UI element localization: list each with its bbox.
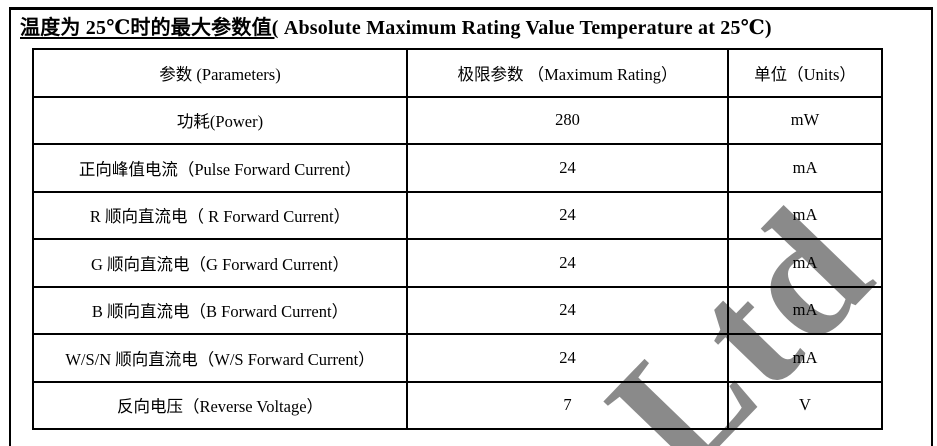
table-row: G 顺向直流电（G Forward Current） 24 mA (32, 238, 883, 288)
section-title-chinese: 温度为 25℃时的最大参数值( (20, 17, 279, 39)
table-row: 功耗(Power) 280 mW (32, 95, 883, 145)
cell-parameter: 功耗(Power) (32, 95, 408, 145)
cell-unit: mA (727, 333, 883, 383)
cell-rating: 24 (406, 143, 729, 193)
cell-unit: mA (727, 190, 883, 240)
cell-parameter: G 顺向直流电（G Forward Current） (32, 238, 408, 288)
cell-parameter: R 顺向直流电（ R Forward Current） (32, 190, 408, 240)
cell-unit: mA (727, 285, 883, 335)
cell-parameter: 正向峰值电流（Pulse Forward Current） (32, 143, 408, 193)
table-row: R 顺向直流电（ R Forward Current） 24 mA (32, 190, 883, 240)
header-maximum-rating: 极限参数 （Maximum Rating） (406, 48, 729, 98)
max-ratings-table: 参数 (Parameters) 极限参数 （Maximum Rating） 单位… (32, 48, 883, 430)
cell-rating: 24 (406, 190, 729, 240)
table-header-row: 参数 (Parameters) 极限参数 （Maximum Rating） 单位… (32, 48, 883, 98)
cell-parameter: 反向电压（Reverse Voltage） (32, 380, 408, 430)
cell-unit: V (727, 380, 883, 430)
cell-parameter: W/S/N 顺向直流电（W/S Forward Current） (32, 333, 408, 383)
section-title-english: Absolute Maximum Rating Value Temperatur… (283, 17, 772, 39)
cell-rating: 7 (406, 380, 729, 430)
table-row: W/S/N 顺向直流电（W/S Forward Current） 24 mA (32, 333, 883, 383)
header-parameters: 参数 (Parameters) (32, 48, 408, 98)
table-row: B 顺向直流电（B Forward Current） 24 mA (32, 285, 883, 335)
cell-unit: mW (727, 95, 883, 145)
cell-rating: 24 (406, 285, 729, 335)
cell-unit: mA (727, 143, 883, 193)
section-title: 温度为 25℃时的最大参数值( Absolute Maximum Rating … (20, 11, 772, 40)
table-row: 反向电压（Reverse Voltage） 7 V (32, 380, 883, 430)
table-row: 正向峰值电流（Pulse Forward Current） 24 mA (32, 143, 883, 193)
cell-rating: 280 (406, 95, 729, 145)
cell-rating: 24 (406, 333, 729, 383)
cell-parameter: B 顺向直流电（B Forward Current） (32, 285, 408, 335)
cell-rating: 24 (406, 238, 729, 288)
cell-unit: mA (727, 238, 883, 288)
header-units: 单位（Units） (727, 48, 883, 98)
